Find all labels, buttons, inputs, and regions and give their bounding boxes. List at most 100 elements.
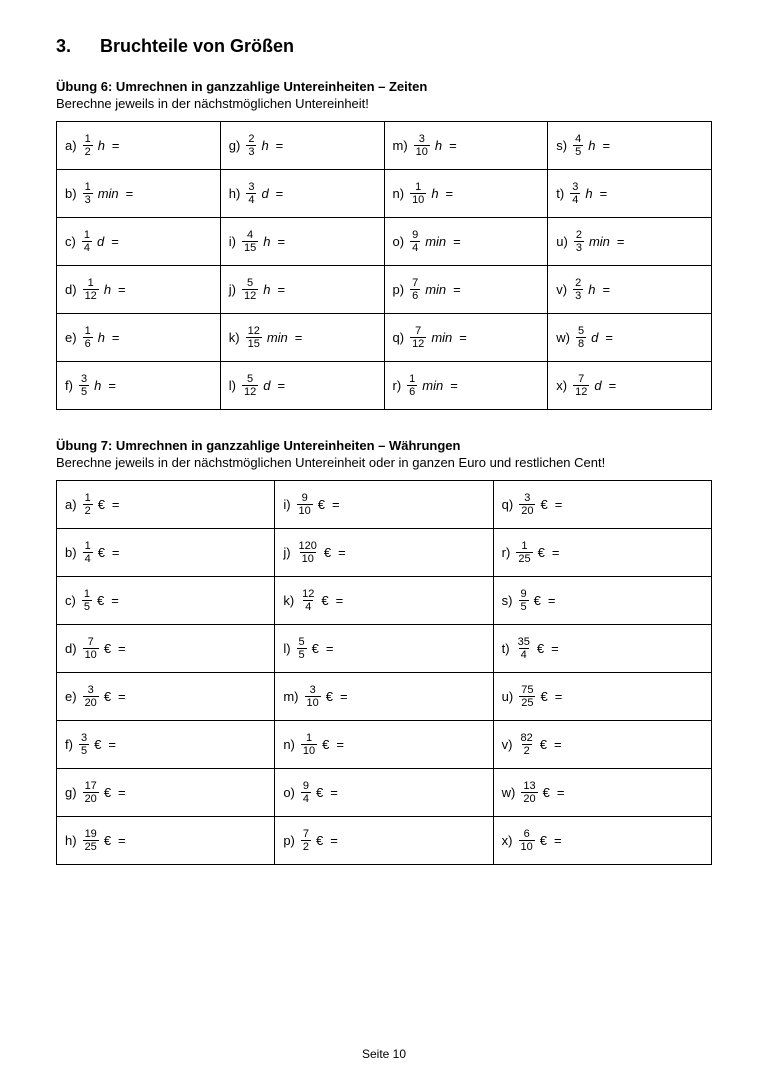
fraction: 15: [82, 588, 92, 613]
denominator: 5: [79, 385, 89, 398]
numerator: 5: [245, 373, 255, 385]
denominator: 4: [301, 792, 311, 805]
table-cell: a)12h=: [57, 122, 221, 170]
item-label: h): [65, 833, 77, 848]
equals-sign: =: [276, 138, 284, 153]
numerator: 1: [83, 133, 93, 145]
unit: €: [316, 785, 323, 800]
fraction: 310: [305, 684, 321, 709]
table-cell: o)94min=: [384, 218, 548, 266]
table-cell: d)710€=: [57, 625, 275, 673]
unit: €: [98, 497, 105, 512]
denominator: 3: [83, 193, 93, 206]
unit: h: [261, 138, 268, 153]
equals-sign: =: [552, 545, 560, 560]
fraction: 112: [83, 277, 99, 302]
equals-sign: =: [108, 737, 116, 752]
numerator: 120: [297, 540, 319, 552]
table-cell: u)7525€=: [493, 673, 711, 721]
equals-sign: =: [126, 186, 134, 201]
fraction: 94: [301, 780, 311, 805]
denominator: 12: [83, 289, 99, 302]
unit: d: [594, 378, 601, 393]
table-cell: l)55€=: [275, 625, 493, 673]
fraction-expression: j)512h=: [229, 277, 376, 302]
equals-sign: =: [326, 641, 334, 656]
fraction-expression: g)1720€=: [65, 780, 266, 805]
fraction: 712: [410, 325, 426, 350]
numerator: 2: [574, 229, 584, 241]
fraction: 12: [83, 133, 93, 158]
numerator: 3: [246, 181, 256, 193]
denominator: 4: [570, 193, 580, 206]
item-label: p): [283, 833, 295, 848]
fraction: 95: [519, 588, 529, 613]
numerator: 9: [300, 492, 310, 504]
fraction-expression: b)13min=: [65, 181, 212, 206]
denominator: 6: [410, 289, 420, 302]
fraction-expression: m)310€=: [283, 684, 484, 709]
fraction: 1215: [246, 325, 262, 350]
item-label: e): [65, 330, 77, 345]
item-label: b): [65, 545, 77, 560]
table-cell: f)35h=: [57, 362, 221, 410]
item-label: m): [393, 138, 408, 153]
equals-sign: =: [609, 378, 617, 393]
fraction: 16: [407, 373, 417, 398]
equals-sign: =: [332, 497, 340, 512]
fraction-expression: l)512d=: [229, 373, 376, 398]
table-cell: g)23h=: [220, 122, 384, 170]
table-cell: r)16min=: [384, 362, 548, 410]
item-label: m): [283, 689, 298, 704]
item-label: d): [65, 282, 77, 297]
table-cell: x)610€=: [493, 817, 711, 865]
table-cell: m)310€=: [275, 673, 493, 721]
fraction-expression: k)1215min=: [229, 325, 376, 350]
equals-sign: =: [330, 785, 338, 800]
equals-sign: =: [336, 593, 344, 608]
unit: €: [321, 593, 328, 608]
fraction: 45: [573, 133, 583, 158]
table-cell: i)910€=: [275, 481, 493, 529]
fraction: 512: [242, 373, 258, 398]
fraction: 125: [516, 540, 532, 565]
item-label: r): [393, 378, 402, 393]
equals-sign: =: [111, 593, 119, 608]
denominator: 25: [83, 840, 99, 853]
exercise-7: Übung 7: Umrechnen in ganzzahlige Untere…: [56, 438, 712, 865]
fraction: 354: [516, 636, 532, 661]
numerator: 6: [522, 828, 532, 840]
unit: €: [322, 737, 329, 752]
fraction-expression: l)55€=: [283, 636, 484, 661]
unit: min: [425, 282, 446, 297]
unit: €: [97, 593, 104, 608]
denominator: 20: [83, 792, 99, 805]
denominator: 8: [576, 337, 586, 350]
table-cell: s)45h=: [548, 122, 712, 170]
item-label: f): [65, 737, 73, 752]
equals-sign: =: [554, 737, 562, 752]
equals-sign: =: [118, 689, 126, 704]
denominator: 10: [297, 504, 313, 517]
item-label: u): [502, 689, 514, 704]
unit: €: [540, 689, 547, 704]
item-label: g): [229, 138, 241, 153]
item-label: d): [65, 641, 77, 656]
fraction-expression: w)58d=: [556, 325, 703, 350]
fraction: 1720: [83, 780, 99, 805]
fraction: 110: [301, 732, 317, 757]
numerator: 9: [410, 229, 420, 241]
unit: €: [104, 689, 111, 704]
fraction-expression: n)110€=: [283, 732, 484, 757]
equals-sign: =: [555, 689, 563, 704]
equals-sign: =: [118, 641, 126, 656]
numerator: 3: [308, 684, 318, 696]
denominator: 12: [410, 337, 426, 350]
table-row: g)1720€=o)94€=w)1320€=: [57, 769, 712, 817]
fraction: 76: [410, 277, 420, 302]
denominator: 12: [573, 385, 589, 398]
denominator: 5: [82, 600, 92, 613]
numerator: 1: [86, 277, 96, 289]
fraction: 23: [574, 229, 584, 254]
item-label: l): [229, 378, 236, 393]
